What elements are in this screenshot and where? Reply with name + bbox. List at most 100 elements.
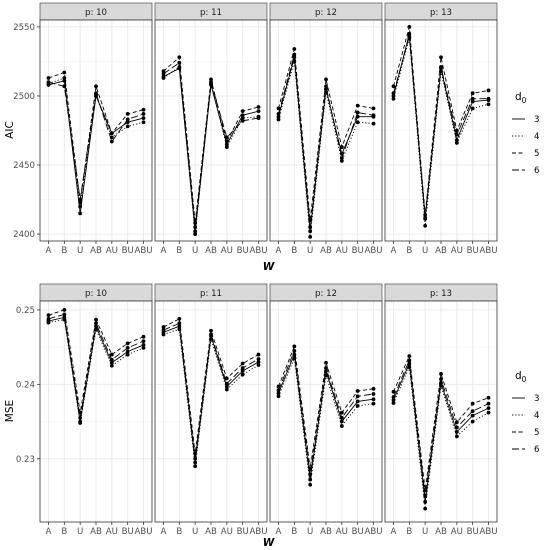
x-tick-label: ABU bbox=[249, 246, 267, 256]
facet-strip-label: p: 10 bbox=[85, 8, 107, 18]
data-point bbox=[240, 372, 245, 377]
data-point bbox=[109, 363, 114, 368]
data-point bbox=[423, 494, 428, 498]
data-point bbox=[94, 317, 98, 322]
data-point bbox=[177, 316, 182, 321]
data-point bbox=[470, 106, 475, 111]
data-point bbox=[161, 325, 166, 329]
x-tick-label: A bbox=[161, 527, 167, 537]
data-point bbox=[193, 456, 198, 461]
data-point bbox=[94, 321, 98, 326]
data-point bbox=[486, 406, 491, 411]
data-point bbox=[423, 223, 428, 228]
data-point bbox=[292, 47, 297, 51]
y-tick-label: 2500 bbox=[13, 92, 35, 102]
legend-label: 6 bbox=[534, 445, 539, 455]
data-point bbox=[125, 117, 130, 122]
x-tick-label: A bbox=[46, 246, 52, 256]
data-point bbox=[78, 197, 83, 202]
legend: d0 3 4 5 6 bbox=[512, 91, 539, 176]
data-point bbox=[276, 117, 281, 122]
data-point bbox=[423, 217, 428, 221]
x-tick-label: U bbox=[422, 527, 428, 537]
x-tick-label: U bbox=[192, 246, 198, 256]
data-point bbox=[78, 415, 83, 420]
data-point bbox=[355, 399, 360, 404]
data-point bbox=[224, 145, 229, 149]
data-point bbox=[470, 401, 475, 406]
data-point bbox=[62, 76, 67, 80]
data-point bbox=[308, 234, 313, 239]
data-point bbox=[209, 332, 213, 337]
data-point bbox=[161, 69, 166, 74]
x-tick-label: B bbox=[176, 246, 182, 256]
data-point bbox=[141, 343, 146, 347]
x-tick-label: AU bbox=[451, 527, 463, 537]
x-tick-label: BU bbox=[467, 246, 479, 256]
y-tick-label: 2450 bbox=[13, 161, 35, 171]
data-point bbox=[125, 124, 130, 129]
legend-label: 4 bbox=[534, 132, 539, 142]
legend-label: 5 bbox=[534, 428, 539, 438]
facet-panel-1-1: p: 11A B U AB AU BU ABU bbox=[154, 283, 268, 537]
data-point bbox=[308, 477, 313, 482]
x-tick-label: ABU bbox=[134, 246, 152, 256]
y-tick-label: 0.25 bbox=[16, 306, 35, 316]
legend-label: 3 bbox=[534, 115, 539, 125]
x-tick-label: A bbox=[391, 246, 397, 256]
data-point bbox=[224, 135, 229, 140]
x-tick-label: BU bbox=[237, 246, 249, 256]
data-point bbox=[470, 413, 475, 418]
data-point bbox=[276, 112, 281, 116]
facet-strip-label: p: 12 bbox=[315, 289, 337, 299]
data-point bbox=[240, 109, 245, 114]
data-point bbox=[339, 156, 344, 161]
data-point bbox=[240, 116, 245, 120]
data-point bbox=[324, 360, 328, 365]
data-point bbox=[371, 113, 376, 118]
x-tick-label: AB bbox=[205, 246, 217, 256]
data-point bbox=[193, 232, 198, 236]
data-point bbox=[240, 366, 245, 370]
legend-title: d0 bbox=[515, 370, 527, 384]
data-point bbox=[292, 52, 297, 57]
x-tick-label: AU bbox=[451, 246, 463, 256]
data-point bbox=[109, 352, 114, 357]
data-point bbox=[454, 132, 459, 137]
facet-strip-label: p: 13 bbox=[430, 289, 452, 299]
data-point bbox=[209, 77, 213, 82]
x-tick-label: AB bbox=[90, 246, 102, 256]
data-point bbox=[46, 313, 51, 318]
data-point bbox=[125, 352, 130, 357]
data-point bbox=[177, 60, 182, 65]
data-point bbox=[407, 358, 412, 363]
data-point bbox=[292, 344, 297, 349]
legend-label: 4 bbox=[534, 411, 539, 421]
data-point bbox=[256, 360, 261, 364]
data-point bbox=[224, 381, 229, 386]
data-point bbox=[407, 34, 412, 39]
facet-strip-label: p: 12 bbox=[315, 8, 337, 18]
data-point bbox=[339, 145, 344, 149]
data-point bbox=[141, 116, 146, 120]
legend-label: 5 bbox=[534, 149, 539, 159]
data-point bbox=[240, 118, 245, 123]
data-point bbox=[339, 419, 344, 424]
data-point bbox=[371, 401, 376, 406]
data-point bbox=[78, 204, 83, 209]
facet-panel-0-2: p: 12A B U AB AU BU ABU bbox=[269, 2, 383, 256]
x-tick-label: U bbox=[422, 246, 428, 256]
data-point bbox=[109, 131, 114, 136]
data-point bbox=[391, 84, 396, 89]
data-point bbox=[371, 121, 376, 126]
data-point bbox=[470, 96, 475, 101]
x-tick-label: BU bbox=[237, 527, 249, 537]
data-point bbox=[78, 211, 83, 216]
x-tick-label: AB bbox=[435, 527, 447, 537]
x-tick-label: ABU bbox=[479, 246, 497, 256]
data-point bbox=[141, 334, 146, 339]
x-tick-label: AU bbox=[336, 527, 348, 537]
data-point bbox=[308, 472, 313, 477]
data-point bbox=[193, 464, 198, 469]
